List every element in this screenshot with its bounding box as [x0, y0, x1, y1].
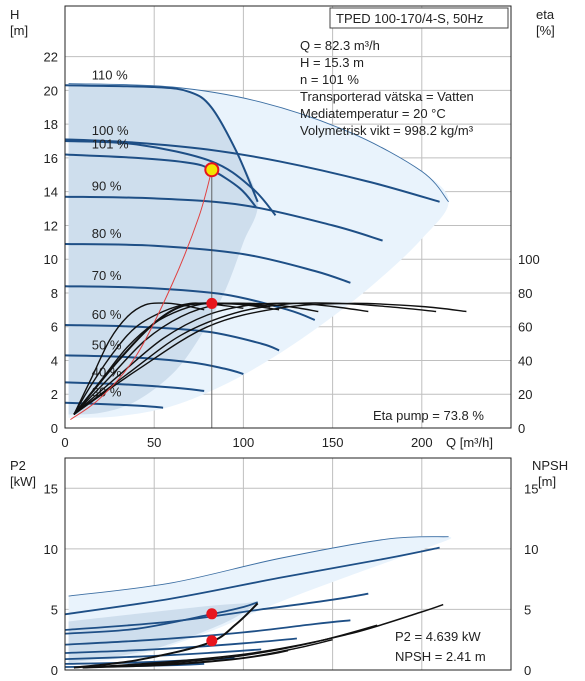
speed-curve-4	[64, 195, 383, 242]
bottom-y2-tick-label: 5	[524, 602, 531, 617]
top-chart: 110 %100 %101 %90 %80 %70 %60 %50 %40 %3…	[10, 5, 555, 450]
npsh-curve-4	[82, 649, 289, 669]
top-y2-tick-label: 20	[518, 387, 532, 402]
info-line-q: Q = 82.3 m³/h	[300, 38, 380, 53]
top-y-unit-left-1: H	[10, 7, 19, 22]
duty-point-marker	[204, 162, 220, 178]
bottom-y-unit-right-1: NPSH	[532, 458, 568, 473]
top-y-unit-left-2: [m]	[10, 23, 28, 38]
top-y2-tick-label: 0	[518, 421, 525, 436]
bottom-npsh-curves	[73, 602, 444, 669]
top-y2-tick-label: 80	[518, 286, 532, 301]
npsh-duty-marker	[206, 635, 218, 647]
speed-label-0: 110 %	[92, 67, 128, 82]
info-line-liquid: Transporterad vätska = Vatten	[300, 89, 474, 104]
p2-readout: P2 = 4.639 kW	[395, 629, 481, 644]
top-markers	[70, 162, 220, 428]
top-plot-border	[64, 5, 512, 429]
top-y-tick-label: 14	[44, 185, 58, 200]
p2-curve-2	[64, 592, 369, 631]
p2-curve-3	[64, 619, 351, 646]
bottom-y2-tick-label: 15	[524, 481, 538, 496]
bottom-y-tick-label: 15	[44, 481, 58, 496]
bottom-y-tick-label: 5	[51, 602, 58, 617]
top-x-tick-label: 100	[233, 435, 255, 450]
title-box	[329, 7, 509, 29]
eta-curve-7	[73, 302, 467, 416]
info-line-density: Volymetrisk vikt = 998.2 kg/m³	[300, 123, 474, 138]
bottom-y-tick-label: 0	[51, 663, 58, 678]
top-y-tick-label: 22	[44, 50, 58, 65]
speed-label-3: 101 %	[92, 137, 129, 152]
eta-curve-4	[73, 302, 369, 416]
top-y-tick-label: 16	[44, 151, 58, 166]
system-curve	[70, 169, 213, 421]
npsh-readout: NPSH = 2.41 m	[395, 649, 486, 664]
p2-curve-4	[64, 637, 297, 654]
bottom-y2-tick-label: 10	[524, 542, 538, 557]
eta-duty-marker	[206, 297, 218, 309]
top-tick-labels: 0 2 4 6 8 10 12 14 16 18 20 22 0 20 40 60 80 100 0 50 100 150…	[44, 50, 540, 450]
top-x-tick-label: 200	[411, 435, 433, 450]
speed-label-4: 90 %	[92, 179, 122, 194]
top-y-tick-label: 4	[51, 353, 58, 368]
bottom-y-unit-left-1: P2	[10, 458, 26, 473]
top-y-unit-right-1: eta	[536, 7, 555, 22]
bottom-p2-curves	[64, 546, 440, 668]
speed-curve-2	[64, 140, 277, 216]
eta-pump-readout: Eta pump = 73.8 %	[373, 408, 484, 423]
top-y-tick-label: 18	[44, 117, 58, 132]
eta-curve-3	[73, 302, 319, 415]
bottom-y-tick-label: 10	[44, 542, 58, 557]
eta-curve-0	[73, 302, 205, 415]
speed-label-6: 70 %	[92, 268, 122, 283]
top-y-tick-label: 0	[51, 421, 58, 436]
top-y-tick-label: 6	[51, 320, 58, 335]
info-line-h: H = 15.3 m	[300, 55, 364, 70]
top-y-tick-label: 20	[44, 83, 58, 98]
speed-label-7: 60 %	[92, 307, 122, 322]
p2-curve-5	[64, 648, 262, 660]
p2-duty-marker	[206, 608, 218, 620]
top-y2-tick-label: 100	[518, 252, 540, 267]
bottom-envelope-edge	[68, 536, 449, 597]
top-x-tick-label: 50	[147, 435, 161, 450]
bottom-chart: 0 5 10 15 0 5 10 15 P2 [kW] NPSH [m] P2 = 4.639…	[10, 457, 568, 678]
top-x-tick-label: 0	[61, 435, 68, 450]
top-y2-tick-label: 40	[518, 353, 532, 368]
bottom-plot-border	[64, 457, 512, 671]
speed-curve-3	[64, 153, 257, 208]
bottom-y-unit-left-2: [kW]	[10, 474, 36, 489]
top-y-unit-right-2: [%]	[536, 23, 555, 38]
top-envelope-edge	[68, 83, 449, 203]
speed-curve-7	[64, 324, 280, 352]
top-y-tick-label: 10	[44, 252, 58, 267]
p2-curve-1	[64, 546, 440, 616]
top-eta-curves	[73, 301, 467, 416]
speed-curve-1	[64, 138, 440, 203]
top-x-tick-label: 150	[322, 435, 344, 450]
eta-curve-5	[73, 302, 437, 416]
chart-title: TPED 100-170/4-S, 50Hz	[336, 11, 483, 26]
top-y-tick-label: 8	[51, 286, 58, 301]
info-line-temp: Mediatemperatur = 20 °C	[300, 106, 446, 121]
top-y-tick-label: 2	[51, 387, 58, 402]
bottom-y-unit-right-2: [m]	[538, 474, 556, 489]
top-y2-tick-label: 60	[518, 320, 532, 335]
speed-curve-5	[64, 243, 351, 284]
bottom-tick-labels: 0 5 10 15 0 5 10 15	[44, 481, 539, 678]
speed-label-2: 100 %	[92, 123, 129, 138]
speed-label-5: 80 %	[92, 226, 122, 241]
speed-curve-8	[64, 354, 244, 375]
eta-curve-6	[73, 301, 271, 416]
top-x-unit: Q [m³/h]	[446, 435, 493, 450]
bottom-y2-tick-label: 0	[524, 663, 531, 678]
top-y-tick-label: 12	[44, 218, 58, 233]
speed-curve-6	[64, 285, 316, 321]
bottom-markers	[206, 608, 218, 647]
info-line-n: n = 101 %	[300, 72, 359, 87]
top-speed-curves: 110 %100 %101 %90 %80 %70 %60 %50 %40 %3…	[64, 67, 440, 409]
